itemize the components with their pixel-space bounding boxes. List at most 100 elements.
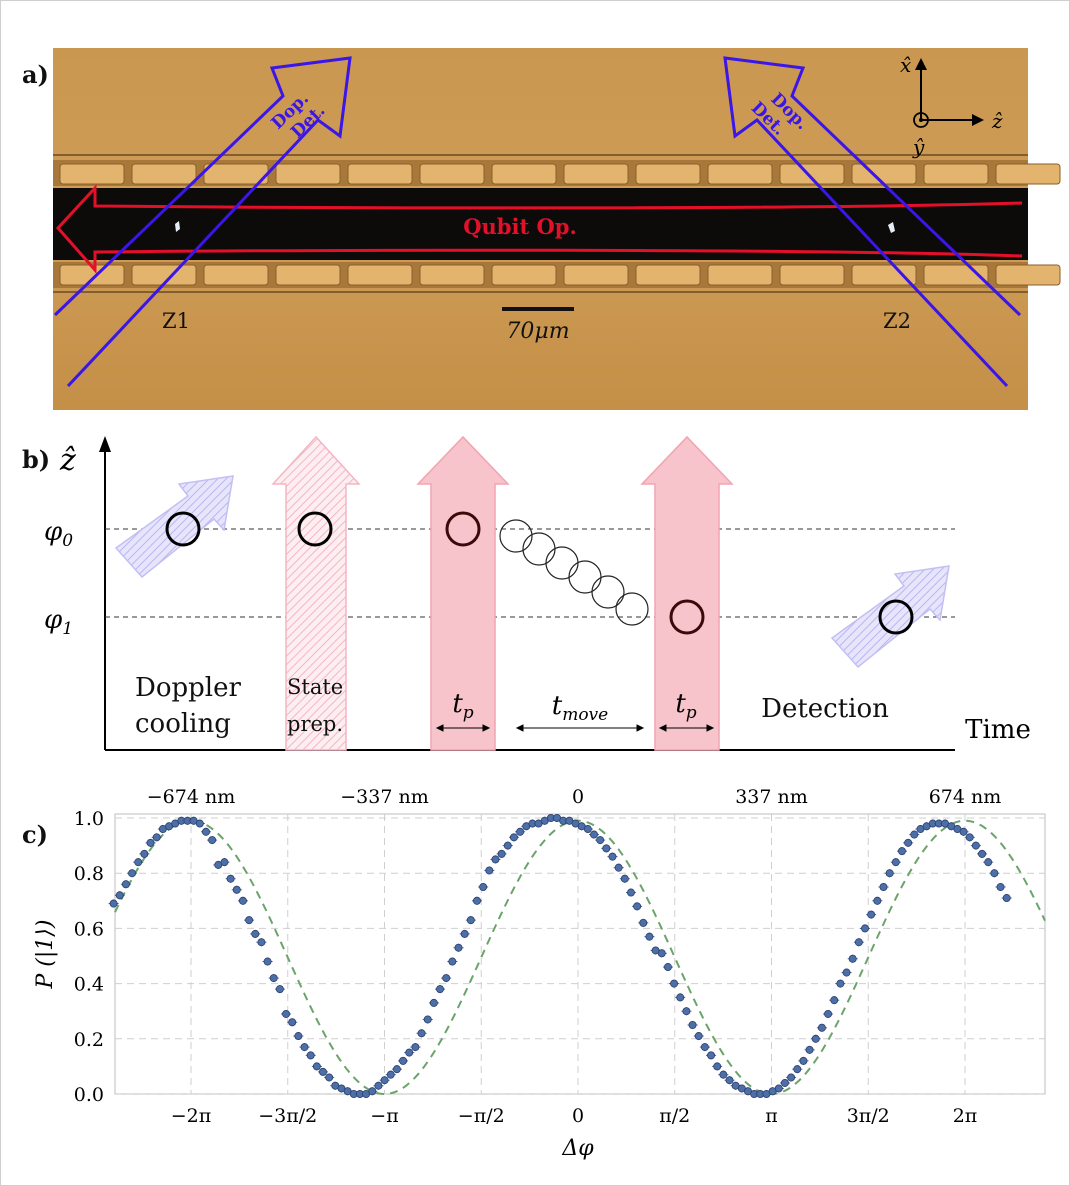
y-axis-label: P (|1⟩) — [33, 920, 58, 990]
step-tmove: tmove — [552, 691, 608, 725]
data-point — [170, 819, 181, 828]
axis-x-label: x̂ — [900, 53, 911, 77]
data-point — [816, 1023, 827, 1032]
step-doppler-line1: Doppler — [135, 673, 241, 703]
data-point — [724, 1076, 735, 1085]
doppler-beam-left — [53, 56, 352, 388]
timeline-time-label: Time — [965, 715, 1031, 745]
data-point — [194, 819, 205, 828]
step-doppler-cooling: Doppler cooling — [135, 673, 249, 739]
ion-detection — [878, 599, 914, 635]
data-point — [810, 1034, 821, 1043]
data-point — [404, 1048, 415, 1057]
data-point — [428, 998, 439, 1007]
level-label-phi1: φ1 — [44, 605, 73, 639]
data-point — [601, 844, 612, 853]
top-tick-label: 0 — [572, 786, 584, 808]
data-point — [385, 1070, 396, 1079]
data-point — [977, 849, 988, 858]
y-tick-label: 0.8 — [74, 863, 104, 885]
electrode-pads-top — [59, 163, 1061, 185]
top-tick-label: 674 nm — [929, 786, 1002, 808]
data-point — [995, 883, 1006, 892]
data-point — [687, 1021, 698, 1030]
data-point — [823, 1009, 834, 1018]
data-point — [712, 1062, 723, 1071]
zone-label-z2: Z2 — [883, 309, 911, 333]
data-point — [576, 822, 587, 831]
data-point — [108, 899, 119, 908]
data-point — [274, 985, 285, 994]
data-point — [779, 1078, 790, 1087]
data-point — [675, 993, 686, 1002]
zone-label-z1: Z1 — [162, 309, 190, 333]
data-point — [589, 830, 600, 839]
data-point — [114, 891, 125, 900]
fit-curve — [114, 819, 1046, 1096]
data-point — [786, 1073, 797, 1082]
data-point — [305, 1051, 316, 1060]
timeline-zaxis-label: ẑ — [59, 443, 76, 478]
plot-area — [114, 813, 1046, 1095]
scale-bar-label: 70μm — [506, 319, 569, 344]
trap-channel — [53, 188, 1028, 260]
data-point — [496, 849, 507, 858]
data-point — [964, 833, 975, 842]
step-detection: Detection — [761, 694, 889, 724]
data-point — [367, 1087, 378, 1096]
coordinate-axes: x̂ ẑ ŷ — [900, 53, 1003, 159]
data-point — [435, 985, 446, 994]
panel-b: ẑ Time φ0 φ1 Do — [44, 435, 1031, 751]
data-point — [515, 827, 526, 836]
scale-bar — [502, 307, 574, 311]
step-state-line1: State — [287, 675, 343, 699]
data-point — [287, 1018, 298, 1027]
qubit-op-label: Qubit Op. — [463, 214, 577, 239]
data-point — [829, 996, 840, 1005]
data-point — [225, 874, 236, 883]
x-tick-label: −π/2 — [458, 1105, 505, 1127]
y-tick-label: 0.0 — [74, 1084, 104, 1106]
top-tick-labels: −674 nm −337 nm 0 337 nm 674 nm — [147, 786, 1002, 808]
data-point — [773, 1084, 784, 1093]
data-point — [545, 814, 556, 823]
data-point — [595, 836, 606, 845]
top-tick-label: 337 nm — [735, 786, 808, 808]
data-point — [410, 1043, 421, 1052]
data-point — [145, 838, 156, 847]
x-axis-label: Δφ — [561, 1136, 594, 1161]
x-tick-label: −2π — [171, 1105, 212, 1127]
data-point — [465, 916, 476, 925]
x-tick-label: π/2 — [659, 1105, 690, 1127]
data-point — [281, 1009, 292, 1018]
panel-b-label: b) — [22, 445, 51, 474]
axis-y-label: ŷ — [912, 135, 925, 159]
x-tick-label: 3π/2 — [847, 1105, 890, 1127]
data-point — [638, 918, 649, 927]
data-point — [656, 949, 667, 958]
data-point — [250, 929, 261, 938]
data-point — [484, 866, 495, 875]
data-point — [983, 858, 994, 867]
y-tick-label: 0.6 — [74, 918, 104, 940]
data-point — [478, 883, 489, 892]
data-point — [989, 869, 1000, 878]
top-tick-label: −337 nm — [340, 786, 428, 808]
x-tick-label: 0 — [572, 1105, 584, 1127]
data-point — [890, 858, 901, 867]
data-point — [736, 1084, 747, 1093]
pulse-arrow-2 — [640, 435, 734, 751]
panel-a: Qubit Op. Dop. Det. Dop. Det. Z1 Z2 70μm… — [53, 48, 1061, 410]
duration-markers — [435, 724, 715, 732]
data-point — [256, 938, 267, 947]
data-point — [921, 822, 932, 831]
data-point — [699, 1043, 710, 1052]
data-point — [299, 1043, 310, 1052]
data-point — [268, 974, 279, 983]
data-point — [847, 954, 858, 963]
data-point — [792, 1065, 803, 1074]
data-point — [804, 1045, 815, 1054]
data-point — [237, 896, 248, 905]
data-point — [471, 896, 482, 905]
data-point — [219, 858, 230, 867]
